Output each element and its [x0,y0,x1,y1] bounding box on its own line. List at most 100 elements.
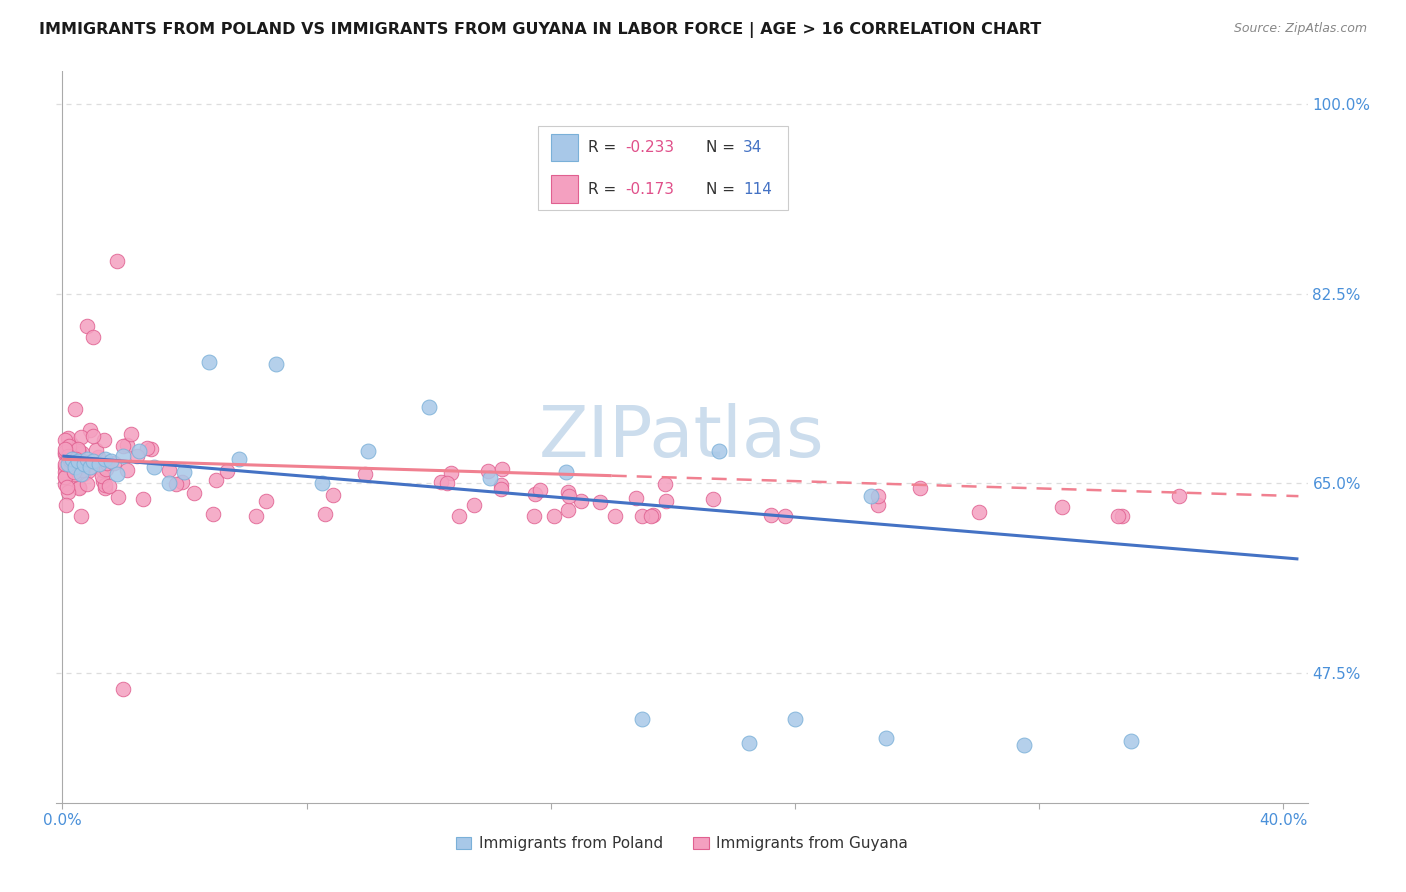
Point [76,318,98,333]
Point [82,454,104,468]
Point [654,477,676,491]
Point [557,485,579,500]
Point [91,474,114,488]
Point [311,476,333,491]
Point [76,464,98,478]
Point [63,459,86,474]
Point [96,462,118,476]
Point [491,462,513,476]
Point [967,506,990,520]
Point [56,450,79,464]
Point [55,469,77,483]
Point [866,498,889,512]
Point [70,463,93,477]
Text: IMMIGRANTS FROM POLAND VS IMMIGRANTS FROM GUYANA IN LABOR FORCE | AGE > 16 CORRE: IMMIGRANTS FROM POLAND VS IMMIGRANTS FRO… [39,22,1042,38]
Point [87,457,110,471]
Point [55,447,77,461]
Point [173,465,195,479]
FancyBboxPatch shape [551,175,578,203]
Point [523,508,546,523]
Point [55,469,77,483]
Point [55,457,77,471]
Text: Source: ZipAtlas.com: Source: ZipAtlas.com [1233,22,1367,36]
Point [76,477,98,491]
Point [524,487,547,501]
Point [254,494,277,508]
Text: -0.233: -0.233 [626,140,675,155]
Point [65,452,87,467]
Point [436,475,458,490]
Point [96,456,118,470]
Point [128,443,150,458]
Point [58,444,80,458]
Point [120,427,142,442]
Point [463,498,485,512]
Point [82,330,104,344]
Text: N =: N = [706,140,740,155]
Text: 34: 34 [744,140,762,155]
Point [105,254,128,268]
Point [707,443,730,458]
Text: -0.173: -0.173 [626,182,675,196]
Point [1168,489,1191,503]
Point [477,464,499,478]
Point [90,468,112,483]
Point [59,460,82,475]
Point [72,467,94,482]
Point [112,681,135,696]
Point [67,480,90,494]
Point [165,477,187,491]
Point [868,489,890,503]
FancyBboxPatch shape [551,134,578,161]
Point [79,423,101,437]
Point [430,475,453,489]
Legend: Immigrants from Poland, Immigrants from Guyana: Immigrants from Poland, Immigrants from … [450,830,914,857]
Point [70,445,93,459]
Point [860,489,883,503]
Point [543,508,565,523]
Point [354,467,377,481]
Text: 114: 114 [744,182,772,196]
Point [84,443,107,458]
Point [773,508,796,523]
Point [183,485,205,500]
Point [489,478,512,492]
Point [55,465,77,479]
Point [69,467,91,482]
Point [91,462,114,476]
Point [56,445,79,459]
Point [69,508,91,523]
Point [908,481,931,495]
Point [478,471,501,485]
Point [105,467,128,482]
Point [202,507,225,521]
Point [63,401,86,416]
Point [55,445,77,459]
Point [58,457,80,471]
Point [58,439,80,453]
Point [314,507,336,521]
Point [135,442,157,456]
Point [127,449,149,463]
Point [631,712,654,726]
Point [558,489,581,503]
Text: N =: N = [706,182,740,196]
Point [702,492,724,507]
Point [132,492,155,507]
Point [66,454,89,468]
Point [97,479,120,493]
Text: ZIPatlas: ZIPatlas [538,402,825,472]
Point [76,452,98,467]
Point [1107,508,1129,523]
Point [440,466,463,480]
Point [738,736,761,750]
Point [447,508,470,523]
Point [100,454,122,468]
Point [115,463,138,477]
Point [55,442,77,456]
Point [641,508,664,523]
Point [1119,734,1142,748]
Point [93,433,115,447]
Point [624,491,647,505]
Point [557,503,579,517]
